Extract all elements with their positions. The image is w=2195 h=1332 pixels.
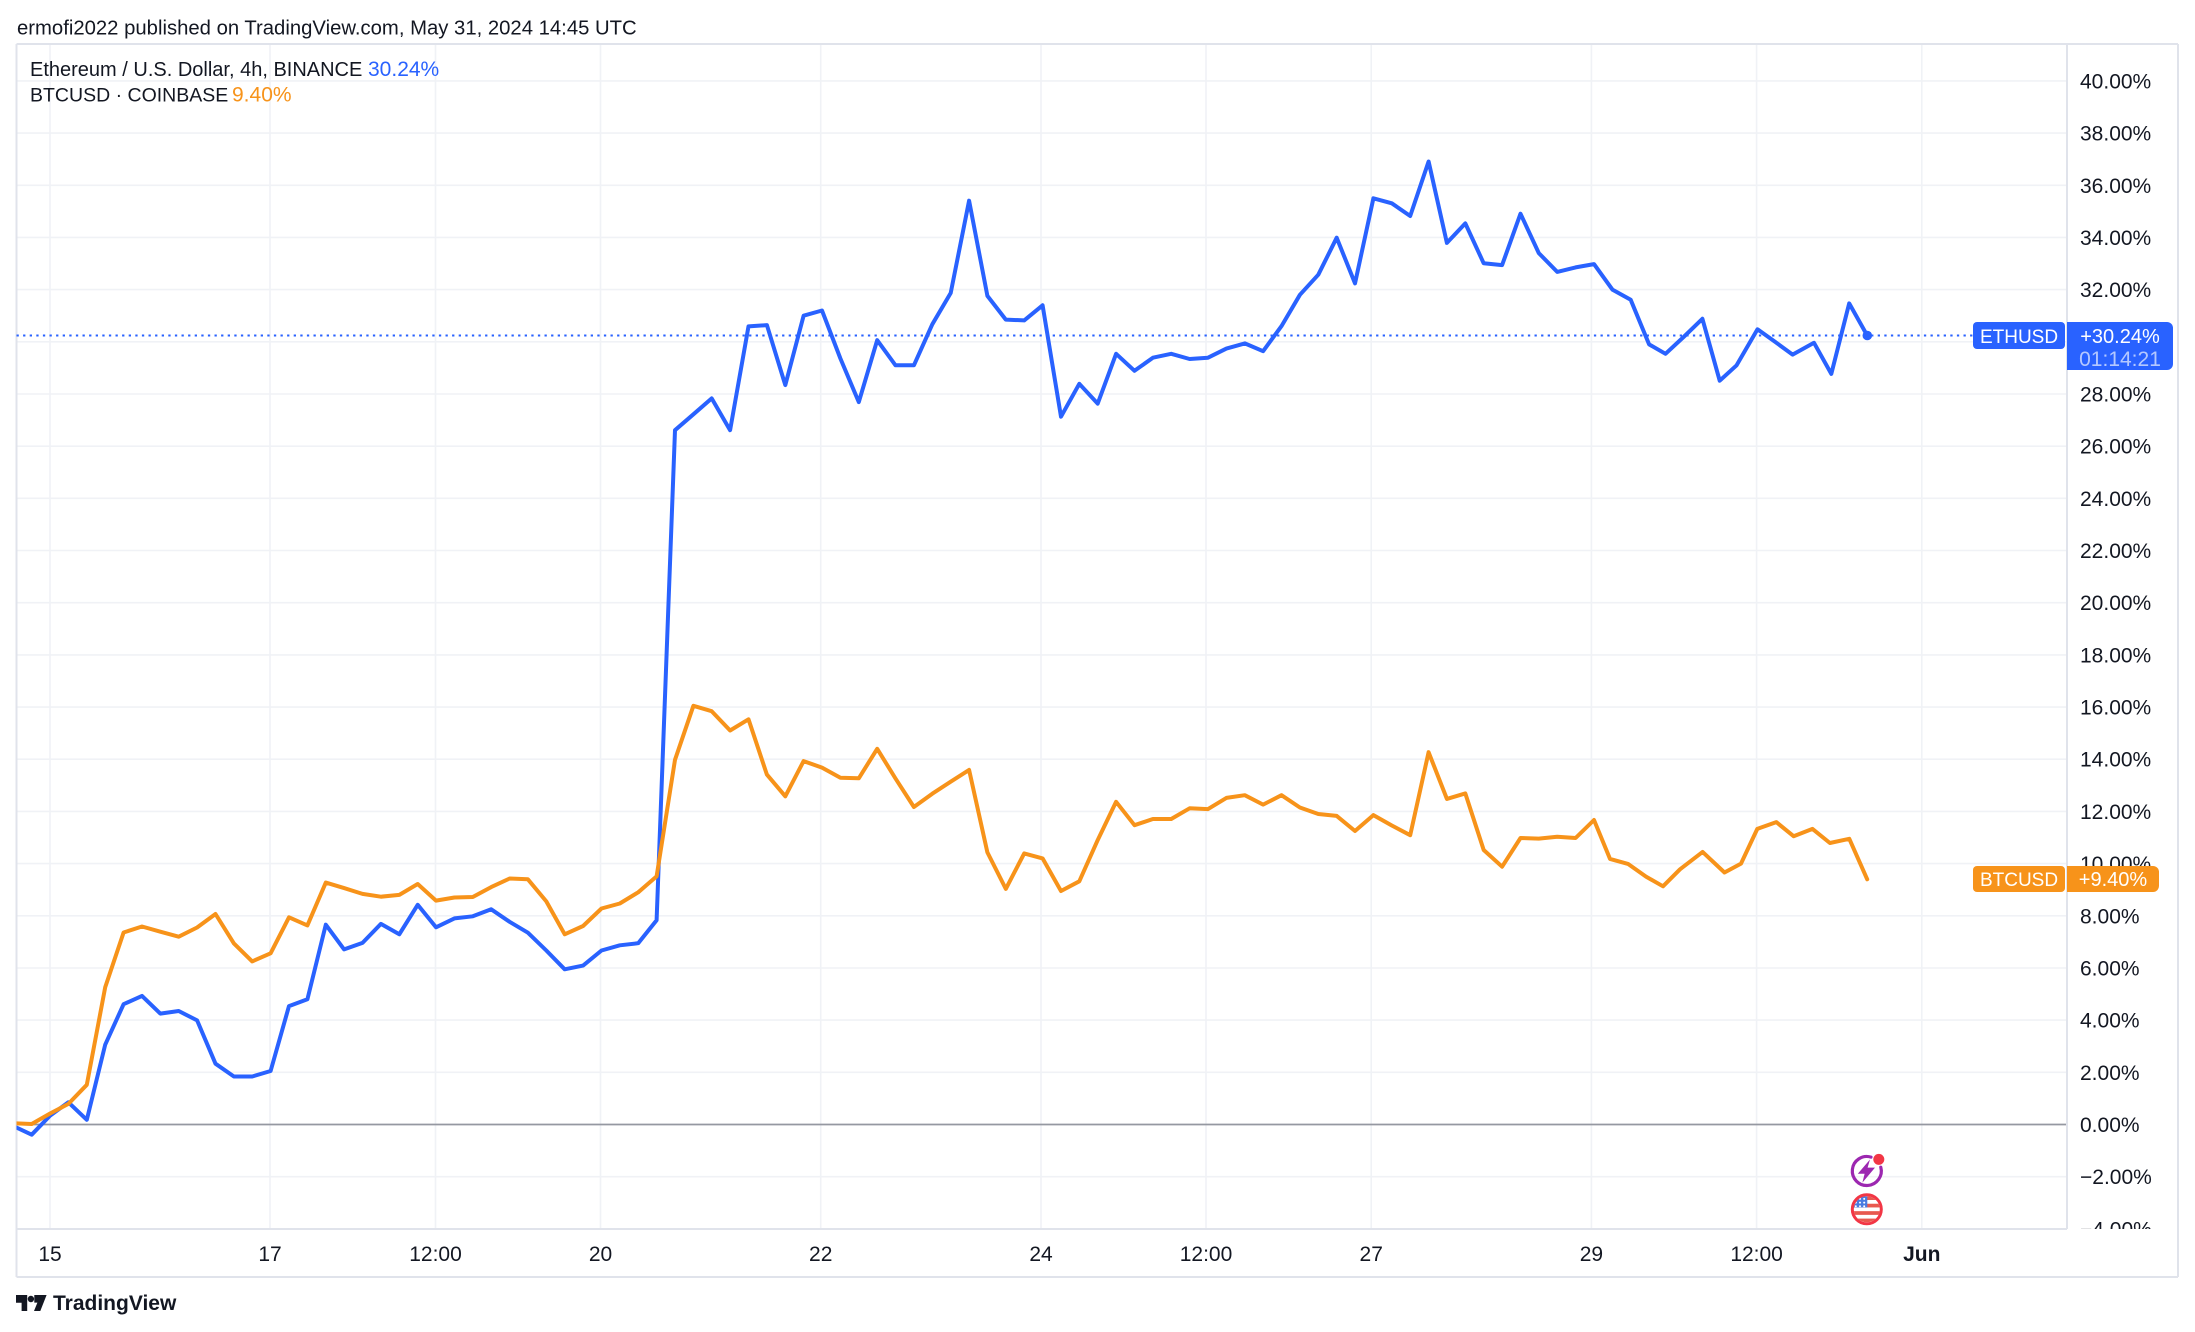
svg-text:20: 20 <box>589 1243 612 1266</box>
svg-text:26.00%: 26.00% <box>2080 436 2151 459</box>
svg-text:Jun: Jun <box>1903 1243 1940 1266</box>
svg-text:TradingView: TradingView <box>53 1292 177 1315</box>
svg-text:24: 24 <box>1029 1243 1053 1266</box>
svg-text:40.00%: 40.00% <box>2080 70 2151 93</box>
svg-text:29: 29 <box>1580 1243 1603 1266</box>
svg-text:32.00%: 32.00% <box>2080 279 2151 302</box>
svg-text:22: 22 <box>809 1243 832 1266</box>
svg-text:24.00%: 24.00% <box>2080 488 2151 511</box>
svg-text:20.00%: 20.00% <box>2080 592 2151 615</box>
svg-text:14.00%: 14.00% <box>2080 749 2151 772</box>
svg-text:17: 17 <box>258 1243 281 1266</box>
svg-text:36.00%: 36.00% <box>2080 175 2151 198</box>
svg-text:12.00%: 12.00% <box>2080 801 2151 824</box>
svg-text:ermofi2022 published on Tradin: ermofi2022 published on TradingView.com,… <box>17 18 637 40</box>
svg-text:28.00%: 28.00% <box>2080 384 2151 407</box>
svg-text:6.00%: 6.00% <box>2080 958 2140 981</box>
svg-text:38.00%: 38.00% <box>2080 123 2151 146</box>
svg-text:9.40%: 9.40% <box>232 84 292 107</box>
svg-text:12:00: 12:00 <box>1180 1243 1233 1266</box>
svg-text:BTCUSD · COINBASE: BTCUSD · COINBASE <box>30 85 228 107</box>
svg-text:27: 27 <box>1360 1243 1383 1266</box>
svg-text:2.00%: 2.00% <box>2080 1062 2140 1085</box>
svg-text:15: 15 <box>38 1243 61 1266</box>
svg-text:18.00%: 18.00% <box>2080 644 2151 667</box>
svg-text:01:14:21: 01:14:21 <box>2079 348 2161 371</box>
svg-text:−4.00%: −4.00% <box>2080 1218 2152 1241</box>
svg-text:ETHUSD: ETHUSD <box>1980 327 2058 348</box>
svg-text:12:00: 12:00 <box>1730 1243 1783 1266</box>
svg-text:−2.00%: −2.00% <box>2080 1166 2152 1189</box>
svg-text:34.00%: 34.00% <box>2080 227 2151 250</box>
svg-text:+9.40%: +9.40% <box>2079 869 2148 891</box>
svg-text:22.00%: 22.00% <box>2080 540 2151 563</box>
svg-text:Ethereum / U.S. Dollar, 4h, BI: Ethereum / U.S. Dollar, 4h, BINANCE <box>30 59 362 81</box>
svg-text:4.00%: 4.00% <box>2080 1010 2140 1033</box>
svg-text:+30.24%: +30.24% <box>2080 326 2160 348</box>
svg-text:8.00%: 8.00% <box>2080 905 2140 928</box>
svg-text:12:00: 12:00 <box>409 1243 462 1266</box>
svg-text:16.00%: 16.00% <box>2080 697 2151 720</box>
svg-text:30.24%: 30.24% <box>368 58 439 81</box>
svg-text:BTCUSD: BTCUSD <box>1980 870 2058 891</box>
svg-text:0.00%: 0.00% <box>2080 1114 2140 1137</box>
